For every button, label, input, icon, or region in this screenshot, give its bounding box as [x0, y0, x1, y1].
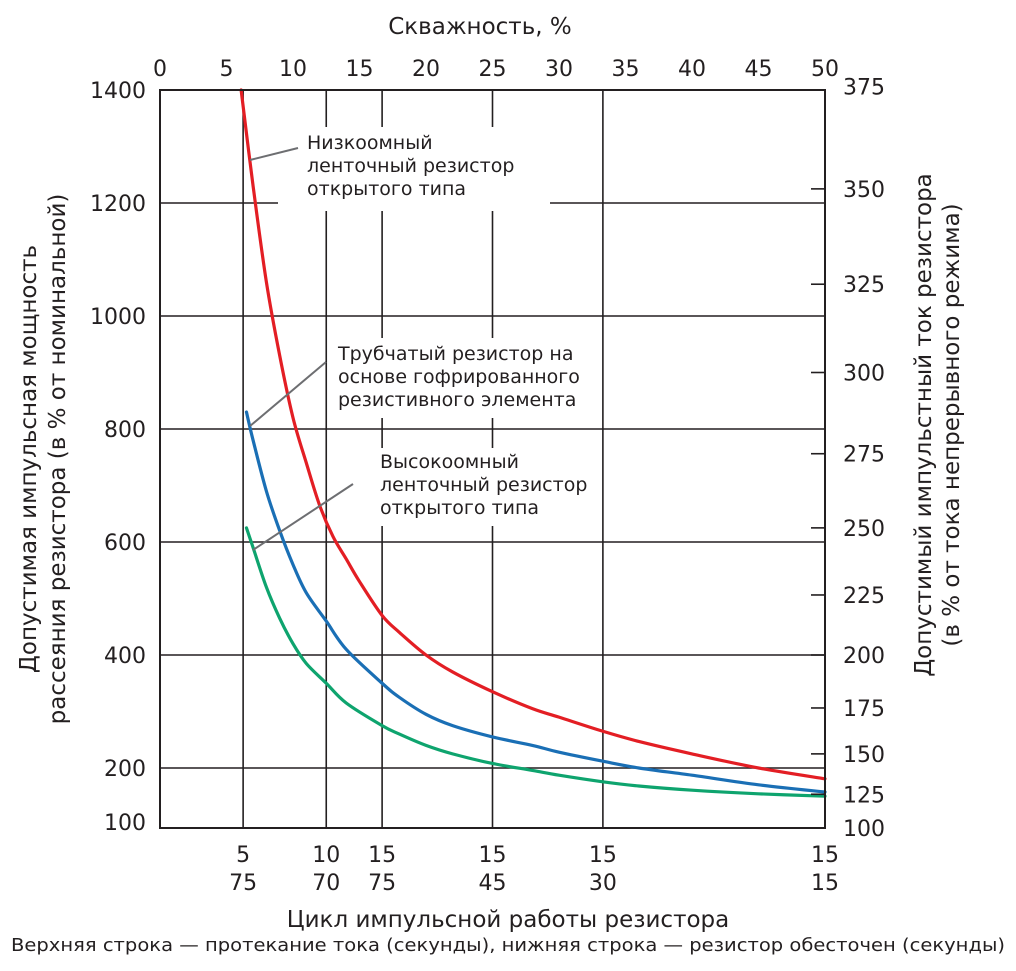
- series-curves: [239, 88, 827, 798]
- right-tick-label-275: 275: [843, 443, 885, 468]
- bottom-tick-off-1: 70: [312, 871, 340, 896]
- left-axis-title-line-2: рассеяния резистора (в % от номинальной): [45, 194, 71, 725]
- left-tick-label-1200: 1200: [90, 192, 146, 217]
- right-axis-title-line-1: Допустимый импульстный ток резистора: [911, 173, 937, 677]
- bottom-tick-current-5: 15: [811, 843, 839, 868]
- bottom-tick-off-0: 75: [229, 871, 257, 896]
- bottom-tick-off-5: 15: [811, 871, 839, 896]
- low-ohm-label-line-3: открытого типа: [307, 178, 466, 200]
- top-tick-label-40: 40: [678, 57, 706, 82]
- left-tick-label-1000: 1000: [90, 305, 146, 330]
- bottom-tick-current-3: 15: [479, 843, 507, 868]
- top-tick-label-50: 50: [811, 57, 839, 82]
- high-ohm-label-line-2: ленточный резистор: [380, 474, 587, 496]
- top-tick-label-25: 25: [479, 57, 507, 82]
- tubular-label-bg: [330, 338, 596, 418]
- bottom-tick-off-2: 75: [368, 871, 396, 896]
- right-tick-label-125: 125: [843, 783, 885, 808]
- left-tick-label-1400: 1400: [90, 79, 146, 104]
- right-tick-label-325: 325: [843, 273, 885, 298]
- right-tick-label-225: 225: [843, 584, 885, 609]
- bottom-tick-current-4: 15: [589, 843, 617, 868]
- right-tick-label-175: 175: [843, 697, 885, 722]
- tubular-label-line-1: Трубчатый резистор на: [337, 343, 573, 365]
- top-tick-label-35: 35: [612, 57, 640, 82]
- plot-frame: [159, 89, 826, 829]
- right-tick-label-100: 100: [843, 817, 885, 842]
- bottom-tick-current-0: 5: [236, 843, 250, 868]
- right-tick-label-150: 150: [843, 743, 885, 768]
- top-tick-label-30: 30: [545, 57, 573, 82]
- tubular-label-line-2: основе гофрированного: [338, 366, 580, 388]
- high-ohm-label-line-3: открытого типа: [380, 497, 539, 519]
- left-tick-label-800: 800: [104, 418, 146, 443]
- top-tick-label-10: 10: [279, 57, 307, 82]
- left-tick-label-400: 400: [104, 644, 146, 669]
- bottom-axis-subtitle: Верхняя строка — протекание тока (секунд…: [11, 936, 1005, 956]
- tubular-leader-line: [249, 361, 327, 427]
- low-ohm-label-line-2: ленточный резистор: [307, 155, 514, 177]
- bottom-tick-off-4: 30: [589, 871, 617, 896]
- top-tick-label-5: 5: [220, 57, 234, 82]
- left-axis-title-line-1: Допустимая импульсная мощность: [16, 245, 42, 673]
- right-axis-ticks: 100 125 150 175 200 225 250 275 300 325 350 375: [811, 75, 885, 842]
- high-ohm-label-line-1: Высокоомный: [380, 451, 519, 473]
- bottom-axis-ticks: 5 75 10 70 15 75 15 45 15 30 15 15: [229, 843, 839, 896]
- tubular-curve: [244, 410, 827, 794]
- bottom-axis-title: Цикл импульсной работы резистора: [287, 907, 729, 933]
- left-tick-label-600: 600: [104, 531, 146, 556]
- high-ohm-label-bg: [370, 448, 598, 526]
- left-axis-ticks: 100 200 400 600 800 1000 1200 1400: [90, 79, 146, 836]
- bottom-tick-off-3: 45: [479, 871, 507, 896]
- high-ohm-curve: [244, 526, 827, 798]
- right-axis-title-line-2: (в % от тока непрерывного режима): [939, 203, 965, 646]
- high-ohm-leader-line: [252, 483, 354, 551]
- low-ohm-label-line-1: Низкоомный: [307, 132, 433, 154]
- top-axis-ticks: 0 5 10 15 20 25 30 35 40 45 50: [153, 57, 839, 82]
- top-tick-label-15: 15: [346, 57, 374, 82]
- left-tick-label-200: 200: [104, 757, 146, 782]
- bottom-tick-current-2: 15: [368, 843, 396, 868]
- right-tick-label-350: 350: [843, 178, 885, 203]
- right-tick-label-300: 300: [843, 362, 885, 387]
- left-tick-label-100: 100: [104, 811, 146, 836]
- top-tick-label-45: 45: [745, 57, 773, 82]
- right-tick-label-250: 250: [843, 517, 885, 542]
- low-ohm-leader-line: [249, 147, 299, 161]
- top-axis-title: Скважность, %: [388, 14, 572, 40]
- right-tick-label-375: 375: [843, 75, 885, 100]
- tubular-label-line-3: резистивного элемента: [338, 389, 576, 411]
- top-tick-label-0: 0: [153, 57, 167, 82]
- low-ohm-curve: [239, 88, 827, 781]
- bottom-tick-current-1: 10: [312, 843, 340, 868]
- low-ohm-label-bg: [278, 127, 550, 211]
- top-tick-label-20: 20: [412, 57, 440, 82]
- right-tick-label-200: 200: [843, 644, 885, 669]
